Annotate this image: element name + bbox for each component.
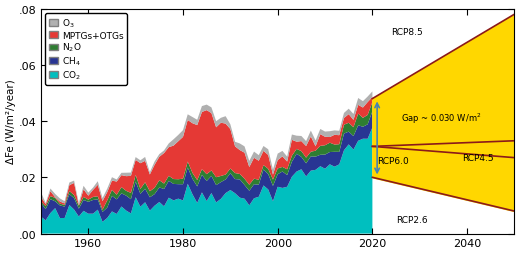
Y-axis label: ΔFe (W/m²/year): ΔFe (W/m²/year) — [6, 80, 16, 164]
Text: RCP2.6: RCP2.6 — [396, 215, 427, 225]
Text: RCP6.0: RCP6.0 — [377, 157, 409, 166]
Text: RCP4.5: RCP4.5 — [462, 154, 494, 163]
Text: RCP8.5: RCP8.5 — [392, 28, 423, 37]
Text: Gap ~ 0.030 W/m$^2$: Gap ~ 0.030 W/m$^2$ — [401, 111, 481, 125]
Legend: O$_3$, MPTGs+OTGs, N$_2$O, CH$_4$, CO$_2$: O$_3$, MPTGs+OTGs, N$_2$O, CH$_4$, CO$_2… — [45, 14, 127, 85]
